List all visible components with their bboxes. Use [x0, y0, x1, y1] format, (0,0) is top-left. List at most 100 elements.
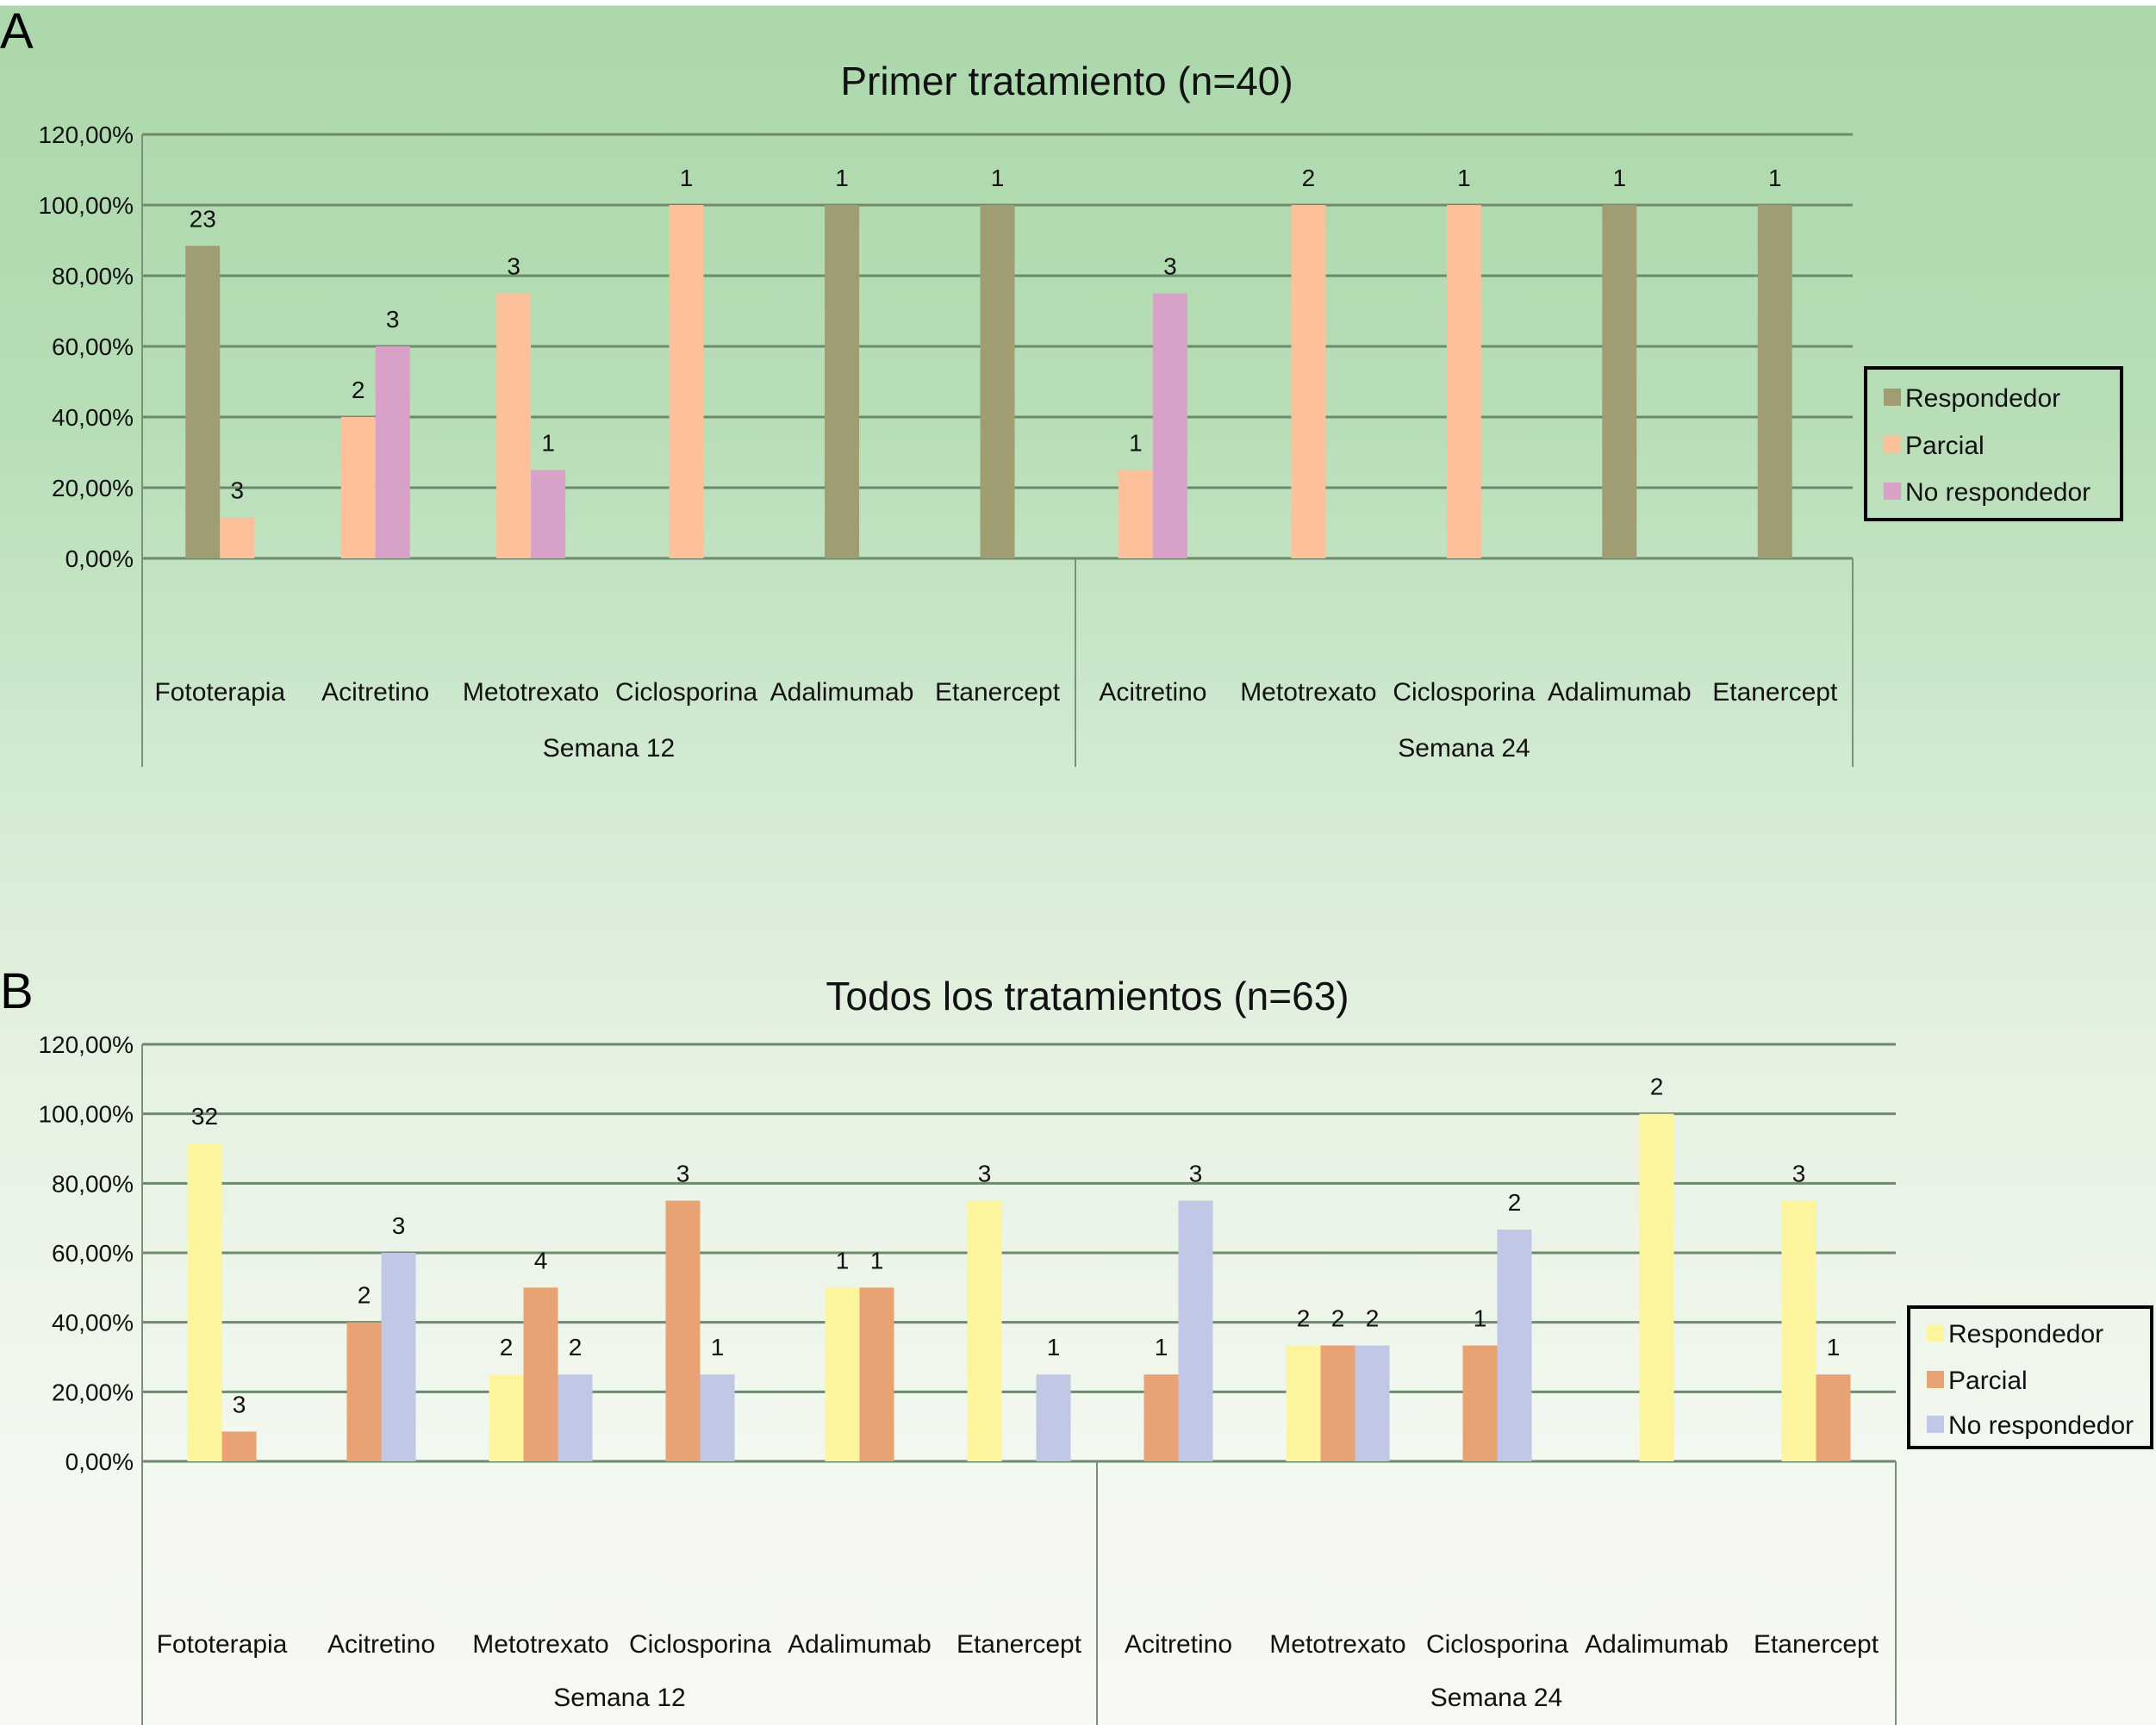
legend-box — [1864, 366, 2123, 521]
chart-b-legend: Respondedor Parcial No respondedor — [1907, 1305, 2153, 1449]
bar-no-respondedor — [381, 1253, 416, 1461]
bar-parcial — [665, 1200, 701, 1461]
data-label: 1 — [1129, 430, 1143, 457]
data-label: 2 — [352, 377, 365, 403]
x-tick-label: Ciclosporina — [629, 1630, 771, 1659]
x-tick-label: Etanercept — [1754, 1630, 1879, 1659]
bar-respondedor — [1602, 205, 1637, 558]
bar-respondedor — [1757, 205, 1792, 558]
legend-label: Respondedor — [1905, 384, 2060, 413]
x-group-label: Semana 12 — [543, 734, 675, 763]
data-label: 1 — [835, 165, 849, 191]
x-tick-label: Fototerapia — [157, 1630, 288, 1659]
bar-respondedor — [1639, 1113, 1674, 1461]
bar-respondedor — [1781, 1200, 1816, 1461]
x-tick-label: Etanercept — [1712, 678, 1838, 707]
data-label: 1 — [870, 1247, 884, 1274]
bar-parcial — [340, 417, 376, 558]
data-label: 1 — [1768, 165, 1782, 191]
bar-parcial — [1446, 205, 1481, 558]
y-tick-label: 60,00% — [52, 333, 134, 360]
data-label: 1 — [1827, 1334, 1841, 1361]
bar-no-respondedor — [1036, 1374, 1071, 1461]
bar-parcial — [496, 293, 532, 558]
data-label: 3 — [1792, 1161, 1806, 1187]
x-tick-label: Etanercept — [956, 1630, 1082, 1659]
panel-letter-b: B — [0, 963, 34, 1019]
legend-label: Parcial — [1905, 432, 1985, 460]
bar-parcial — [1462, 1345, 1498, 1461]
x-tick-label: Acitretino — [1125, 1630, 1232, 1659]
bar-parcial — [1143, 1374, 1179, 1461]
chart-a-title: Primer tratamiento (n=40) — [840, 59, 1293, 103]
data-label: 4 — [534, 1247, 548, 1274]
chart-a-x-axis: Fototerapia Acitretino Metotrexato Ciclospo… — [154, 558, 1854, 767]
data-label: 3 — [507, 253, 520, 280]
data-label: 3 — [676, 1161, 690, 1187]
x-tick-label: Etanercept — [935, 678, 1061, 707]
legend-box — [1907, 1305, 2153, 1449]
x-tick-label: Ciclosporina — [615, 678, 757, 707]
bar-parcial — [221, 1431, 257, 1461]
x-tick-label: Metotrexato — [1240, 678, 1376, 707]
data-label: 1 — [991, 165, 1005, 191]
chart-b-gridlines — [142, 1043, 1896, 1463]
data-label: 2 — [1508, 1189, 1522, 1216]
data-label: 1 — [541, 430, 555, 457]
data-label: 3 — [978, 1161, 992, 1187]
chart-a-legend: Respondedor Parcial No respondedor — [1864, 366, 2123, 521]
x-group-label: Semana 12 — [553, 1684, 685, 1712]
legend-swatch — [1884, 389, 1901, 406]
x-tick-label: Acitretino — [321, 678, 429, 707]
data-label: 2 — [1650, 1074, 1664, 1100]
bar-parcial — [220, 517, 255, 558]
bar-parcial — [669, 205, 704, 558]
bar-parcial — [1320, 1345, 1355, 1461]
data-label: 2 — [500, 1334, 514, 1361]
chart-b: B Todos los tratamientos (n=63) 0,00%20,… — [0, 963, 2153, 1725]
data-label: 1 — [680, 165, 694, 191]
x-tick-label: Acitretino — [1099, 678, 1206, 707]
bar-respondedor — [825, 205, 860, 558]
legend-label: No respondedor — [1905, 478, 2091, 507]
bar-parcial — [859, 1287, 894, 1461]
bar-respondedor — [967, 1200, 1002, 1461]
data-label: 2 — [569, 1334, 583, 1361]
y-tick-label: 20,00% — [52, 475, 134, 501]
data-label: 2 — [358, 1282, 371, 1309]
bar-no-respondedor — [700, 1374, 735, 1461]
legend-swatch — [1927, 1416, 1944, 1433]
data-label: 2 — [1297, 1305, 1311, 1332]
legend-label: No respondedor — [1948, 1411, 2134, 1440]
chart-a: A Primer tratamiento (n=40) 0,00% 20,00% 4… — [0, 3, 2123, 767]
x-tick-label: Metotrexato — [1269, 1630, 1405, 1659]
y-tick-label: 100,00% — [38, 192, 134, 219]
bar-parcial — [1816, 1374, 1851, 1461]
data-label: 3 — [233, 1391, 246, 1417]
y-tick-label: 20,00% — [52, 1379, 134, 1405]
y-tick-label: 40,00% — [52, 1310, 134, 1336]
y-tick-label: 80,00% — [52, 1170, 134, 1197]
data-label: 3 — [386, 306, 400, 333]
y-tick-label: 40,00% — [52, 404, 134, 431]
bar-respondedor — [185, 246, 221, 558]
bar-no-respondedor — [558, 1374, 593, 1461]
data-label: 1 — [1457, 165, 1471, 191]
chart-b-y-axis: 0,00% 20,00% 40,00% 60,00% 80,00% 100,00% 120,… — [38, 1031, 143, 1725]
y-tick-label: 0,00% — [65, 1448, 134, 1475]
y-tick-label: 100,00% — [38, 1101, 134, 1128]
data-label: 1 — [1474, 1305, 1487, 1332]
y-tick-label: 60,00% — [52, 1240, 134, 1267]
bar-parcial — [346, 1322, 382, 1461]
data-label: 1 — [711, 1334, 725, 1361]
x-tick-label: Adalimumab — [788, 1630, 932, 1659]
data-label: 1 — [1047, 1334, 1061, 1361]
bar-no-respondedor — [531, 470, 566, 558]
chart-a-y-axis: 0,00% 20,00% 40,00% 60,00% 80,00% 100,00% 120,… — [38, 121, 143, 767]
legend-swatch — [1927, 1371, 1944, 1388]
legend-swatch — [1884, 483, 1901, 500]
data-label: 2 — [1366, 1305, 1380, 1332]
x-tick-label: Metotrexato — [463, 678, 599, 707]
